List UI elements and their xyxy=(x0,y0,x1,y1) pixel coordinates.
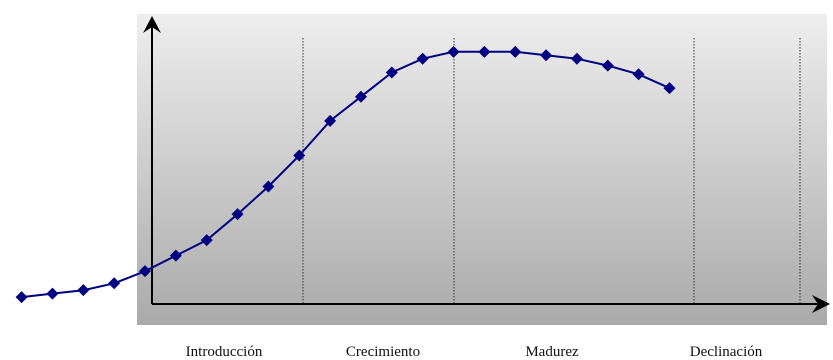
stage-labels: Introducción Crecimiento Madurez Declina… xyxy=(186,344,763,360)
data-point-marker xyxy=(15,291,28,304)
x-axis-arrowhead xyxy=(812,295,830,313)
stage-label-growth: Crecimiento xyxy=(346,344,420,360)
data-point-marker xyxy=(139,265,152,278)
data-point-marker xyxy=(601,59,614,72)
y-axis-arrowhead xyxy=(143,16,161,33)
data-point-marker xyxy=(262,180,275,193)
data-point-marker xyxy=(416,52,429,65)
data-point-marker xyxy=(570,52,583,65)
data-point-marker xyxy=(324,114,337,127)
data-point-marker xyxy=(540,49,553,62)
axes xyxy=(143,16,830,313)
data-point-marker xyxy=(77,284,90,297)
series-markers xyxy=(15,45,676,304)
data-point-marker xyxy=(108,277,121,290)
stage-label-maturity: Madurez xyxy=(525,344,579,360)
data-point-marker xyxy=(169,249,182,262)
stage-dividers xyxy=(302,38,801,304)
data-point-marker xyxy=(200,234,213,247)
data-point-marker xyxy=(632,68,645,81)
plot-area-background xyxy=(137,14,827,325)
data-point-marker xyxy=(447,45,460,58)
data-point-marker xyxy=(509,45,522,58)
stage-label-introduction: Introducción xyxy=(186,344,263,360)
data-point-marker xyxy=(46,287,59,300)
data-point-marker xyxy=(231,208,244,221)
data-point-marker xyxy=(293,149,306,162)
data-point-marker xyxy=(663,82,676,95)
stage-label-decline: Declinación xyxy=(690,344,763,360)
data-point-marker xyxy=(354,90,367,103)
data-point-marker xyxy=(385,66,398,79)
data-point-marker xyxy=(478,45,491,58)
series-line xyxy=(21,50,670,299)
